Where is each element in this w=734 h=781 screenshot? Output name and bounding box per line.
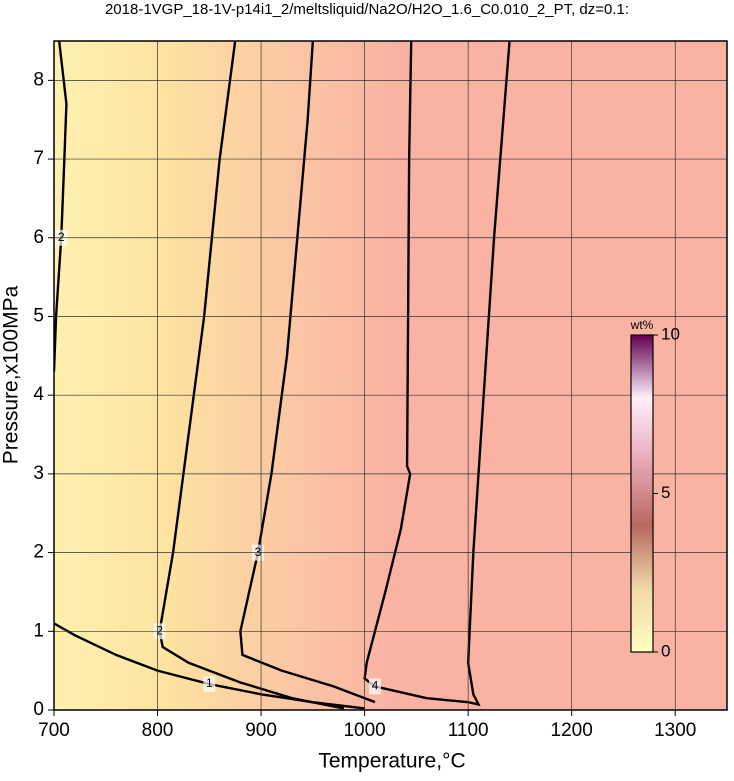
colorbar-tick-label: 0 xyxy=(661,641,670,660)
contour-label-bg xyxy=(203,676,216,693)
contour-label: 1 xyxy=(206,676,213,690)
contour-label-bg xyxy=(368,678,381,695)
y-tick-label: 3 xyxy=(33,463,44,484)
y-tick-label: 8 xyxy=(33,69,44,90)
y-tick-label: 2 xyxy=(33,542,44,563)
x-tick-label: 900 xyxy=(245,720,277,741)
y-axis-label: Pressure,x100MPa xyxy=(0,285,23,464)
y-tick-label: 1 xyxy=(33,620,44,641)
x-tick-label: 1300 xyxy=(654,720,696,741)
colorbar-tick-label: 10 xyxy=(661,324,680,343)
x-tick-label: 1000 xyxy=(343,720,385,741)
x-tick-label: 1100 xyxy=(448,720,489,741)
plot-frame xyxy=(53,40,728,711)
y-tick-label: 4 xyxy=(33,384,44,405)
y-tick-label: 7 xyxy=(33,148,44,169)
colorbar-tick-label: 5 xyxy=(661,483,670,502)
y-tick-label: 5 xyxy=(33,305,44,326)
contour-line xyxy=(54,41,68,372)
contour-label: 2 xyxy=(58,230,65,244)
x-axis-label: Temperature,°C xyxy=(318,750,465,773)
x-tick-label: 700 xyxy=(38,720,70,741)
contour-label: 2 xyxy=(156,623,163,637)
y-tick-label: 0 xyxy=(33,699,44,720)
plot-background xyxy=(54,41,727,710)
contour-label: 4 xyxy=(372,679,379,693)
x-tick-label: 800 xyxy=(142,720,174,741)
colorbar xyxy=(630,334,654,653)
colorbar-label: wt% xyxy=(630,318,654,332)
contour-label: 3 xyxy=(255,545,262,559)
x-tick-label: 1200 xyxy=(551,720,593,741)
chart-title: 2018-1VGP_18-1V-p14i1_2/meltsliquid/Na2O… xyxy=(105,1,629,18)
y-tick-label: 6 xyxy=(33,227,44,248)
